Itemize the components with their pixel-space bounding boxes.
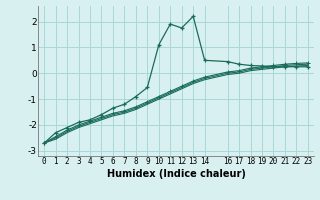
X-axis label: Humidex (Indice chaleur): Humidex (Indice chaleur) [107, 169, 245, 179]
